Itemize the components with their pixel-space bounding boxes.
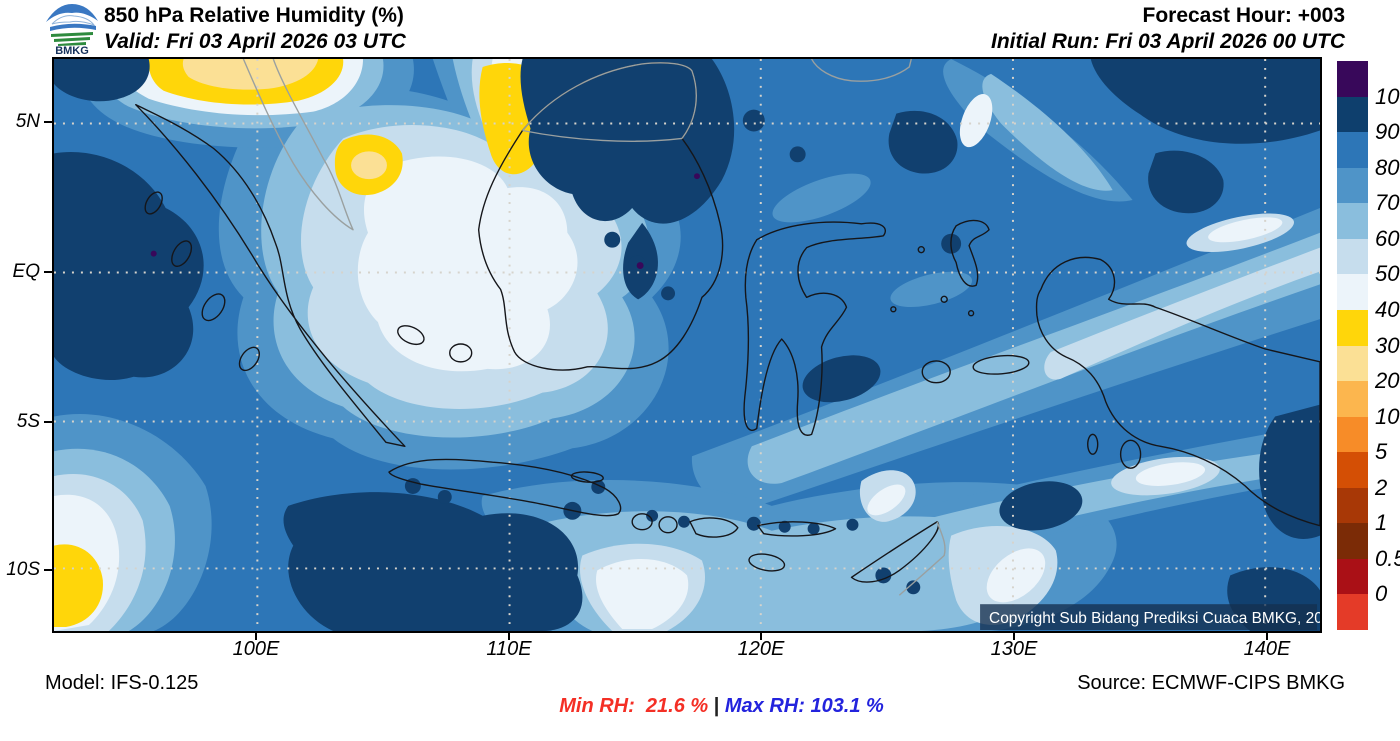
legend-color-block [1337, 132, 1368, 168]
lon-tick-mark [760, 633, 762, 640]
coastlines [135, 62, 1320, 583]
logo-lower-arc [50, 23, 96, 31]
lon-tick-mark [1266, 633, 1268, 640]
logo-cloud [51, 15, 96, 27]
max-rh-value: Max RH: 103.1 % [724, 695, 884, 717]
source-label: Source: ECMWF-CIPS BMKG [1077, 672, 1345, 694]
legend-color-block [1337, 558, 1368, 595]
min-rh-value: Min RH: 21.6 % [559, 695, 709, 717]
valid-time: Valid: Fri 03 April 2026 03 UTC [104, 30, 406, 53]
lon-tick-label: 110E [486, 638, 532, 660]
legend-color-block [1337, 61, 1368, 97]
lat-tick-mark [44, 421, 52, 423]
legend-color-block [1337, 345, 1368, 382]
legend-value-label: 90 [1375, 119, 1400, 145]
logo-stripe-3 [58, 42, 86, 46]
initial-run: Initial Run: Fri 03 April 2026 00 UTC [991, 30, 1345, 53]
logo-stripe-1 [51, 32, 93, 37]
legend-value-label: 60 [1375, 225, 1400, 251]
lon-tick-label: 130E [990, 638, 1038, 660]
legend-value-label: 5 [1375, 439, 1388, 465]
legend-color-block [1337, 309, 1368, 346]
legend-color-block [1337, 452, 1368, 488]
copyright-text: Copyright Sub Bidang Prediksi Cuaca BMKG… [989, 610, 1320, 627]
legend-value-label: 30 [1375, 332, 1400, 358]
legend-value-label: 50 [1375, 261, 1400, 287]
legend-color-block [1337, 96, 1368, 133]
legend-value-label: 40 [1375, 296, 1400, 322]
lon-tick-mark [508, 633, 510, 640]
legend-value-label: 0 [1375, 581, 1388, 607]
page: BMKG 850 hPa Relative Humidity (%) Valid… [6, 4, 1400, 717]
humidity-field-blobs [54, 59, 1320, 631]
legend-color-block [1337, 594, 1368, 630]
legend-value-label: 10 [1375, 403, 1400, 429]
lon-tick-label: 120E [737, 638, 785, 660]
model-label: Model: IFS-0.125 [45, 672, 199, 694]
legend-color-block [1337, 416, 1368, 453]
lon-tick-mark [1013, 633, 1015, 640]
legend-colorbar [1337, 61, 1368, 630]
lat-tick-mark [44, 121, 52, 123]
minmax-separator: | [708, 695, 725, 717]
legend-value-label: 0.5 [1375, 545, 1400, 571]
foreign-coastlines [242, 59, 946, 596]
legend-value-label: 20 [1375, 368, 1400, 394]
copyright-badge: Copyright Sub Bidang Prediksi Cuaca BMKG… [980, 604, 1320, 631]
lat-tick-label: EQ [12, 261, 40, 282]
rh-extremes: Min RH: 21.6 % | Max RH: 103.1 % [537, 672, 884, 741]
legend-color-block [1337, 487, 1368, 524]
legend-value-label: 2 [1375, 474, 1388, 500]
logo-stripe-2 [54, 37, 90, 42]
legend-value-label: 80 [1375, 154, 1400, 180]
lat-tick-label: 10S [6, 559, 40, 580]
legend-color-block [1337, 274, 1368, 310]
forecast-hour: Forecast Hour: +003 [1142, 4, 1346, 27]
legend-color-block [1337, 238, 1368, 275]
legend-value-label: 70 [1375, 190, 1400, 216]
bmkg-logo-icon: BMKG [46, 4, 98, 55]
lon-tick-label: 140E [1243, 638, 1291, 660]
lon-tick-label: 100E [232, 638, 280, 660]
map-canvas: Copyright Sub Bidang Prediksi Cuaca BMKG… [52, 57, 1322, 633]
legend-color-block [1337, 203, 1368, 239]
legend-color-block [1337, 381, 1368, 417]
legend-color-block [1337, 523, 1368, 559]
legend-color-block [1337, 167, 1368, 204]
lon-tick-mark [255, 633, 257, 640]
weather-map-page: { "header": { "title": "850 hPa Relative… [6, 4, 1400, 717]
lat-tick-mark [44, 569, 52, 571]
lat-tick-mark [44, 271, 52, 273]
gridlines [54, 59, 1320, 631]
legend-value-label: 1 [1375, 510, 1388, 536]
page-title: 850 hPa Relative Humidity (%) [104, 4, 404, 27]
logo-text: BMKG [55, 45, 89, 55]
lat-tick-label: 5N [15, 111, 40, 132]
logo-sky-arc [46, 4, 98, 22]
lat-tick-label: 5S [16, 411, 40, 432]
legend-value-label: 100 [1375, 83, 1400, 109]
